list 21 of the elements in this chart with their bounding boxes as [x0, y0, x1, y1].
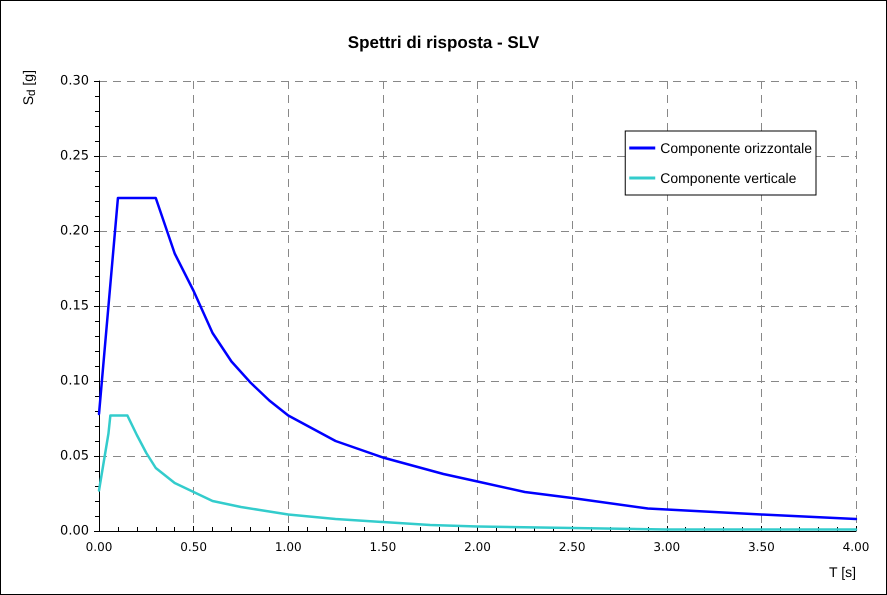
legend-label: Componente orizzontale: [660, 140, 812, 156]
x-axis-title: T [s]: [829, 564, 856, 580]
x-tick-label: 1.50: [370, 540, 396, 554]
x-tick-label: 3.50: [748, 540, 775, 554]
line-series: [98, 196, 858, 520]
y-tick-label: 0.00: [60, 524, 89, 538]
chart-title: Spettri di risposta - SLV: [348, 33, 540, 52]
y-tick-label: 0.30: [60, 74, 89, 88]
x-tick-label: 3.00: [653, 540, 680, 554]
x-tick-label: 4.00: [842, 540, 870, 554]
x-tick-label: 1.00: [274, 540, 302, 554]
x-tick-label: 0.50: [180, 540, 207, 554]
legend-label: Componente verticale: [660, 170, 797, 186]
y-tick-label: 0.25: [60, 148, 89, 164]
y-tick-label: 0.15: [60, 298, 89, 314]
x-tick-label: 2.00: [464, 540, 491, 554]
x-tick-label: 0.00: [86, 540, 112, 554]
y-tick-label: 0.10: [60, 374, 89, 388]
y-tick-label: 0.05: [60, 448, 89, 464]
y-tick-label: 0.20: [60, 224, 89, 238]
x-tick-label: 2.50: [558, 540, 586, 554]
